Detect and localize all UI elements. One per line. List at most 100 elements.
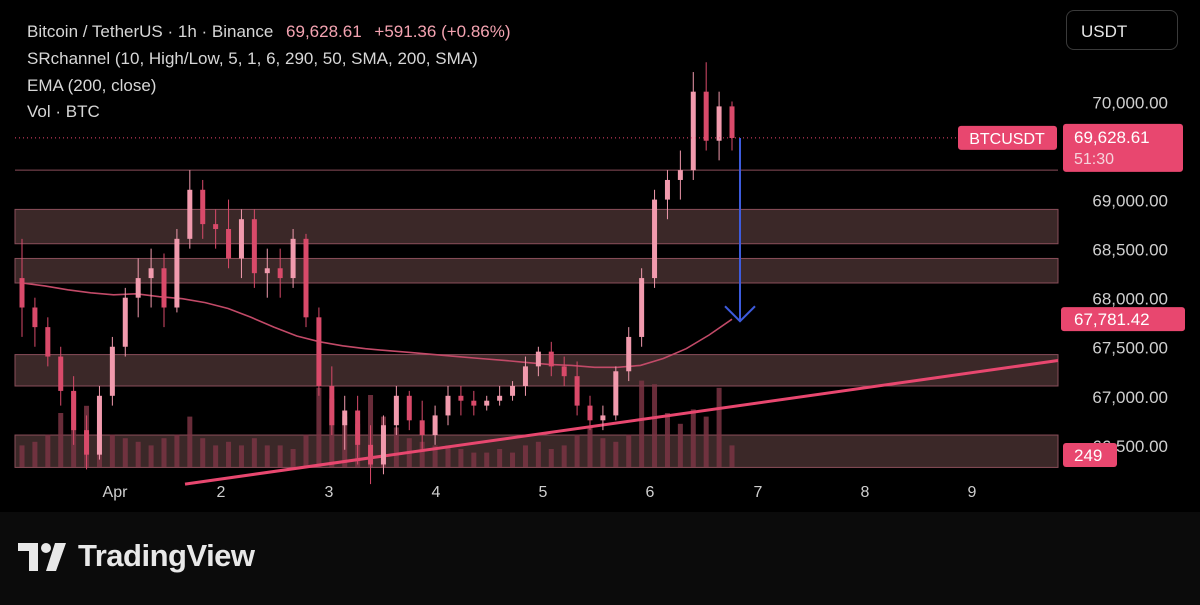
volume-bar	[419, 441, 425, 467]
time-tick-label: 9	[968, 484, 977, 501]
volume-bar	[497, 449, 503, 467]
candle-body	[419, 420, 425, 436]
volume-value-label: 249	[1074, 446, 1102, 465]
candle-body	[303, 238, 309, 318]
candle-body	[626, 336, 632, 372]
legend-ema[interactable]: EMA (200, close)	[27, 76, 157, 95]
volume-bar	[45, 434, 51, 467]
volume-bar	[393, 427, 399, 467]
candle-body	[535, 351, 541, 367]
price-tick-label: 68,000.00	[1092, 290, 1168, 309]
candle-body	[84, 430, 90, 455]
volume-bar	[677, 423, 683, 467]
volume-bar	[251, 438, 257, 467]
candle-body	[432, 415, 438, 436]
sr-zone	[14, 208, 1059, 245]
volume-bar	[432, 445, 438, 467]
candle-body	[316, 317, 322, 386]
candle-body	[639, 278, 645, 337]
volume-bar	[174, 434, 180, 467]
tradingview-wordmark: TradingView	[78, 538, 255, 573]
time-tick-label: 6	[646, 484, 655, 501]
candle-body	[677, 170, 683, 180]
volume-bar	[664, 413, 670, 467]
volume-bar	[226, 441, 232, 467]
volume-bar	[32, 441, 38, 467]
ema-price-box	[1061, 307, 1185, 332]
candle-body	[45, 327, 51, 357]
candle-body	[510, 385, 516, 396]
candle-body	[135, 278, 141, 298]
volume-bar	[535, 441, 541, 467]
volume-bar	[290, 449, 296, 467]
time-tick-label: 4	[432, 484, 441, 501]
volume-bar	[58, 413, 64, 467]
time-tick-label: 2	[217, 484, 226, 501]
candle-body	[200, 189, 206, 225]
time-tick-label: 8	[861, 484, 870, 501]
candle-body	[290, 238, 296, 279]
volume-bar	[561, 445, 567, 467]
candle-body	[522, 366, 528, 386]
candle-body	[277, 268, 283, 279]
volume-bar	[574, 434, 580, 467]
price-tick-label: 67,000.00	[1092, 388, 1168, 407]
candle-body	[71, 390, 77, 431]
candle-body	[574, 376, 580, 406]
candle-body	[19, 278, 25, 308]
candle-body	[690, 91, 696, 171]
candle-body	[613, 371, 619, 416]
volume-bar	[213, 445, 219, 467]
candle-body	[664, 179, 670, 200]
candle-body	[652, 199, 658, 279]
legend-change: +591.36 (+0.86%)	[374, 22, 511, 41]
volume-bar	[600, 438, 606, 467]
price-tick-label: 67,500.00	[1092, 339, 1168, 358]
volume-bar	[445, 445, 451, 467]
candle-body	[587, 405, 593, 421]
volume-bar	[729, 445, 735, 467]
volume-bar	[587, 427, 593, 467]
candle-body	[458, 395, 464, 401]
candle-body	[393, 395, 399, 426]
time-tick-label: 3	[325, 484, 334, 501]
price-tick-label: 68,500.00	[1092, 241, 1168, 260]
volume-value-box	[1063, 443, 1117, 467]
volume-bar	[200, 438, 206, 467]
volume-bar	[187, 416, 193, 467]
candle-body	[109, 346, 115, 396]
candle-body	[600, 415, 606, 421]
time-tick-label: 7	[754, 484, 763, 501]
currency-button[interactable]: USDT	[1066, 10, 1178, 50]
candle-body	[561, 366, 567, 377]
volume-bar	[148, 445, 154, 467]
candle-body	[161, 268, 167, 308]
candle-body	[264, 268, 270, 274]
legend-volume[interactable]: Vol · BTC	[27, 102, 100, 121]
candle-body	[703, 91, 709, 141]
candle-body	[471, 400, 477, 406]
volume-bar	[626, 434, 632, 467]
trendline	[184, 358, 1059, 486]
volume-bar	[264, 445, 270, 467]
price-tick-label: 69,000.00	[1092, 192, 1168, 211]
candle-body	[716, 106, 722, 141]
candle-body	[213, 224, 219, 230]
ema-price-label: 67,781.42	[1074, 310, 1150, 329]
volume-bar	[316, 387, 322, 467]
candle-body	[238, 219, 244, 259]
symbol-price-tag	[958, 125, 1057, 150]
volume-bar	[277, 445, 283, 467]
volume-bar	[613, 441, 619, 467]
price-chart[interactable]: 70,000.00 69,000.00 68,500.00 68,000.00 67,5…	[0, 0, 1200, 512]
chart-panel[interactable]: 70,000.00 69,000.00 68,500.00 68,000.00 67,5…	[0, 0, 1200, 512]
volume-bar	[161, 438, 167, 467]
legend-symbol: Bitcoin / TetherUS · 1h · Binance	[27, 22, 274, 41]
legend-srchannel[interactable]: SRchannel (10, High/Low, 5, 1, 6, 290, 5…	[27, 49, 478, 68]
volume-bar	[639, 380, 645, 467]
candle-body	[187, 189, 193, 239]
candle-body	[497, 395, 503, 401]
candle-body	[58, 356, 64, 391]
legend-symbol-line: Bitcoin / TetherUS · 1h · Binance 69,628…	[27, 22, 511, 42]
volume-bar	[109, 434, 115, 467]
